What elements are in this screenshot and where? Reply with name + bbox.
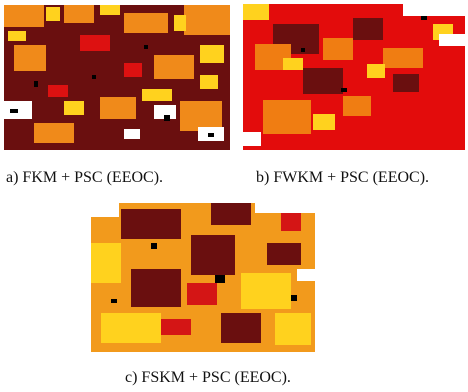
clustering-map-c-image: [91, 203, 315, 352]
caption-a: a) FKM + PSC (EEOC).: [6, 169, 164, 186]
clustering-map-b: [243, 4, 465, 150]
clustering-map-a: [4, 5, 230, 150]
clustering-map-a-image: [4, 5, 230, 150]
caption-c: c) FSKM + PSC (EEOC).: [125, 369, 291, 386]
clustering-map-c: [91, 203, 315, 352]
clustering-map-b-image: [243, 4, 465, 150]
caption-b: b) FWKM + PSC (EEOC).: [256, 169, 430, 186]
